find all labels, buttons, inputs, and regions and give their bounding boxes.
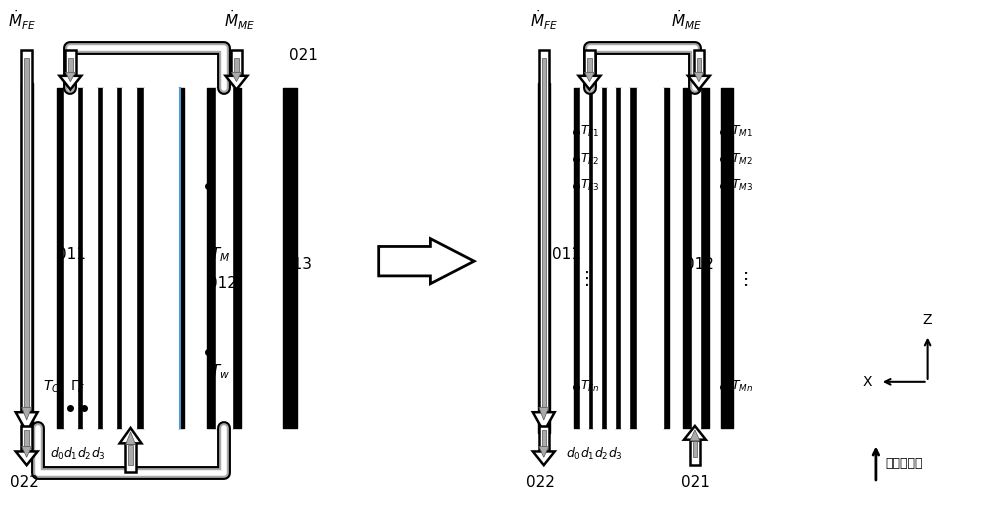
Polygon shape <box>587 58 592 72</box>
Polygon shape <box>120 428 142 444</box>
Polygon shape <box>579 76 600 89</box>
Polygon shape <box>21 50 32 412</box>
Text: $T_{M2}$: $T_{M2}$ <box>731 151 753 166</box>
Text: $T_{M3}$: $T_{M3}$ <box>731 178 753 193</box>
Text: $d_3$: $d_3$ <box>608 446 623 462</box>
Text: $T_{Fn}$: $T_{Fn}$ <box>580 379 599 394</box>
Text: $d_1$: $d_1$ <box>580 446 595 462</box>
Text: $T_{M1}$: $T_{M1}$ <box>731 124 753 139</box>
Text: 冷却剂流向: 冷却剂流向 <box>886 457 923 470</box>
Polygon shape <box>16 451 38 465</box>
Text: 012: 012 <box>685 256 714 271</box>
Polygon shape <box>584 50 595 76</box>
Polygon shape <box>65 50 76 76</box>
Polygon shape <box>24 430 29 446</box>
Polygon shape <box>694 50 704 76</box>
Text: $d_2$: $d_2$ <box>594 446 609 462</box>
Text: 013: 013 <box>283 256 312 271</box>
Polygon shape <box>21 426 32 451</box>
Polygon shape <box>533 412 555 432</box>
Text: $\cdots$: $\cdots$ <box>738 270 756 288</box>
Polygon shape <box>231 50 242 76</box>
Polygon shape <box>585 72 594 82</box>
Polygon shape <box>128 445 133 465</box>
Polygon shape <box>542 430 546 446</box>
Text: $d_3$: $d_3$ <box>91 446 106 462</box>
Polygon shape <box>539 50 549 412</box>
Text: 011: 011 <box>552 247 581 262</box>
Polygon shape <box>234 58 239 72</box>
Polygon shape <box>22 446 32 458</box>
Polygon shape <box>68 58 73 72</box>
Text: 022: 022 <box>526 475 555 490</box>
Polygon shape <box>226 76 247 89</box>
Polygon shape <box>125 444 136 472</box>
Text: $T_{Mn}$: $T_{Mn}$ <box>731 379 753 394</box>
Polygon shape <box>539 426 549 451</box>
Text: 021: 021 <box>681 475 710 490</box>
Text: $d_1$: $d_1$ <box>63 446 78 462</box>
Text: $T_M$: $T_M$ <box>210 245 230 264</box>
Text: $\vdots$: $\vdots$ <box>577 269 588 288</box>
Polygon shape <box>688 76 710 89</box>
Polygon shape <box>690 439 700 465</box>
Polygon shape <box>694 72 704 82</box>
Polygon shape <box>59 76 81 89</box>
Polygon shape <box>539 407 549 420</box>
Text: $T_w$: $T_w$ <box>210 362 230 381</box>
Text: 022: 022 <box>10 475 39 490</box>
Text: $T_{F1}$: $T_{F1}$ <box>580 124 599 139</box>
Text: X: X <box>862 375 872 389</box>
Polygon shape <box>697 58 701 72</box>
Text: $T_{F3}$: $T_{F3}$ <box>580 178 599 193</box>
Text: $\dot{M}_{ME}$: $\dot{M}_{ME}$ <box>224 8 255 32</box>
Text: $\dot{M}_{FE}$: $\dot{M}_{FE}$ <box>8 8 36 32</box>
Text: $\dot{M}_{FE}$: $\dot{M}_{FE}$ <box>530 8 558 32</box>
Polygon shape <box>65 72 75 82</box>
Text: $d_0$: $d_0$ <box>50 446 65 462</box>
Text: $d_0$: $d_0$ <box>566 446 581 462</box>
Polygon shape <box>16 412 38 432</box>
Text: $T_{F2}$: $T_{F2}$ <box>580 151 599 166</box>
Text: $d_2$: $d_2$ <box>77 446 92 462</box>
Text: 021: 021 <box>289 48 318 63</box>
Polygon shape <box>684 426 706 439</box>
Polygon shape <box>232 72 241 82</box>
Polygon shape <box>379 239 474 284</box>
Polygon shape <box>539 446 549 458</box>
Polygon shape <box>126 432 136 445</box>
Text: $\Gamma_F$: $\Gamma_F$ <box>70 378 86 394</box>
Polygon shape <box>24 58 29 407</box>
Text: $T_C$: $T_C$ <box>43 378 60 394</box>
Text: 011: 011 <box>57 247 86 262</box>
Text: 012: 012 <box>208 276 237 291</box>
Polygon shape <box>22 407 32 420</box>
Polygon shape <box>690 430 700 441</box>
Polygon shape <box>693 441 697 458</box>
Polygon shape <box>533 451 555 465</box>
Text: $\dot{M}_{ME}$: $\dot{M}_{ME}$ <box>671 8 702 32</box>
Polygon shape <box>542 58 546 407</box>
Text: Z: Z <box>923 313 932 327</box>
